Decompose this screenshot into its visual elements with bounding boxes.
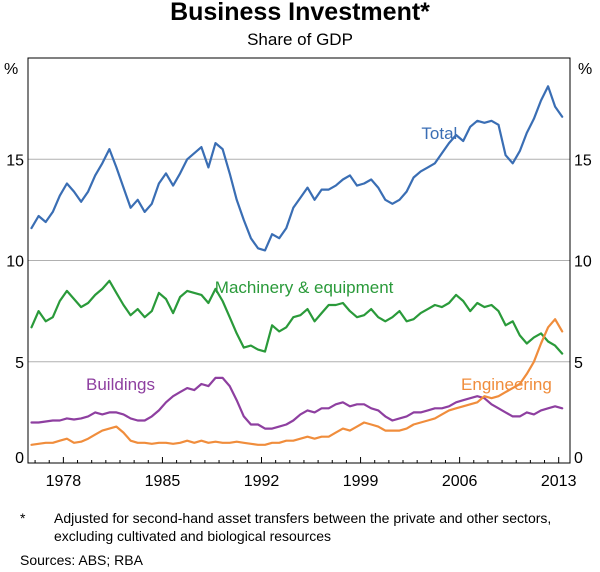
- y-tick-label-right: 15: [574, 152, 592, 169]
- y-unit-right: %: [578, 61, 592, 78]
- x-tick-label: 1992: [244, 473, 280, 490]
- x-tick-label: 1999: [343, 473, 379, 490]
- chart-title: Business Investment*: [170, 0, 430, 26]
- series-line-buildings: [30, 376, 564, 430]
- x-tick-label: 1978: [46, 473, 82, 490]
- y-tick-label-left: 10: [6, 254, 24, 271]
- y-tick-label-left: 0: [15, 450, 24, 467]
- sources-note: Sources: ABS; RBA: [20, 552, 143, 568]
- series-label-total: Total: [421, 124, 457, 143]
- series-label-machinery-equipment: Machinery & equipment: [215, 278, 394, 297]
- gridlines: [28, 158, 570, 363]
- series-lines: [30, 85, 564, 446]
- series-labels: Total Machinery & equipment Buildings Engin…: [86, 124, 552, 394]
- tick-marks: [34, 457, 560, 463]
- plot-frame: [27, 57, 571, 464]
- line-chart: Total Machinery & equipment Buildings Engin…: [4, 57, 592, 490]
- series-line-machinery-equipment: [30, 279, 564, 355]
- y-tick-label-right: 0: [574, 450, 583, 467]
- y-tick-label-right: 5: [574, 355, 583, 372]
- footnote-text: Adjusted for second-hand asset transfers…: [54, 510, 552, 544]
- x-tick-label: 2013: [541, 473, 577, 490]
- series-line-engineering: [30, 318, 564, 446]
- chart-subtitle: Share of GDP: [247, 30, 353, 49]
- y-tick-label-left: 15: [6, 152, 24, 169]
- x-tick-label: 2006: [442, 473, 478, 490]
- y-unit-left: %: [4, 61, 18, 78]
- series-label-buildings: Buildings: [86, 375, 155, 394]
- footnote-marker: *: [20, 510, 26, 526]
- series-label-engineering: Engineering: [461, 375, 552, 394]
- tick-labels: 0 0 5 5 10 10 15 15 1978 1985 1992 1999 2006 2013: [6, 152, 592, 490]
- y-tick-label-left: 5: [15, 355, 24, 372]
- x-tick-label: 1985: [145, 473, 181, 490]
- y-tick-label-right: 10: [574, 254, 592, 271]
- series-line-total: [30, 85, 564, 252]
